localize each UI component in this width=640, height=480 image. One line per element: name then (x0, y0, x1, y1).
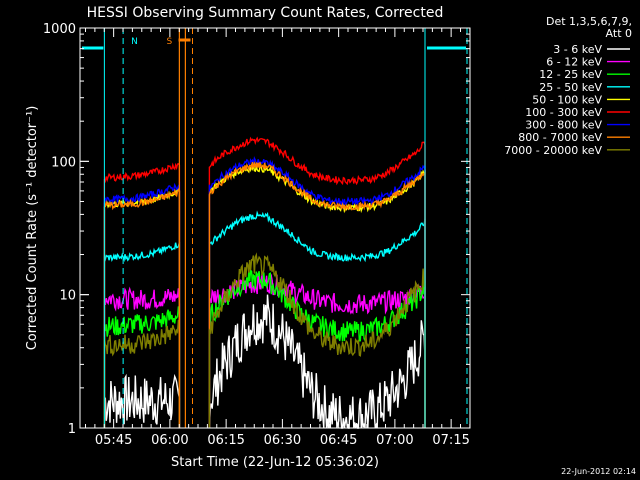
x-tick-label: 07:15 (432, 433, 469, 448)
legend-label: 300 - 800 keV (525, 119, 602, 132)
x-tick-label: 06:15 (207, 433, 244, 448)
legend-label: 7000 - 20000 keV (504, 144, 602, 157)
series-line (103, 136, 426, 428)
x-tick-label: 06:00 (151, 433, 188, 448)
legend-header-line: Att 0 (606, 27, 632, 40)
legend-label: 6 - 12 keV (546, 56, 602, 69)
legend-header-line: Det 1,3,5,6,7,9, (546, 15, 632, 28)
marker-label: S (167, 37, 173, 47)
y-axis-label: Corrected Count Rate (s⁻¹ detector⁻¹) (25, 106, 40, 351)
legend-label: 3 - 6 keV (553, 43, 602, 56)
legend-label: 12 - 25 keV (539, 68, 602, 81)
legend-label: 100 - 300 keV (525, 106, 602, 119)
series-line (103, 160, 426, 428)
legend-label: 50 - 100 keV (532, 93, 602, 106)
series-line (103, 294, 426, 429)
y-tick-label: 1000 (43, 22, 76, 37)
x-tick-label: 05:45 (95, 433, 132, 448)
series-line (103, 252, 426, 428)
series-line (103, 268, 426, 428)
x-axis: 05:45 06:00 06:15 06:30 06:45 07:00 07:15 (85, 28, 471, 448)
y-axis: 1 10 100 1000 (43, 22, 470, 437)
timestamp-footer: 22-Jun-2012 02:14 (561, 467, 636, 476)
x-tick-label: 06:30 (264, 433, 301, 448)
legend-label: 25 - 50 keV (539, 81, 602, 94)
series-line (103, 273, 426, 428)
series-layer (103, 136, 426, 429)
legend-header: Det 1,3,5,6,7,9, Att 0 (546, 15, 632, 40)
chart-title: HESSI Observing Summary Count Rates, Cor… (87, 5, 444, 21)
legend-label: 800 - 7000 keV (518, 131, 602, 144)
plot-area-frame (79, 27, 471, 429)
y-tick-label: 10 (59, 289, 76, 304)
x-tick-label: 06:45 (320, 433, 357, 448)
x-tick-label: 07:00 (376, 433, 413, 448)
y-tick-label: 1 (68, 422, 76, 437)
series-line (103, 156, 426, 428)
x-axis-label: Start Time (22-Jun-12 05:36:02) (171, 455, 379, 470)
y-tick-label: 100 (51, 155, 76, 170)
marker-label: N (131, 37, 138, 47)
series-line (103, 210, 426, 428)
